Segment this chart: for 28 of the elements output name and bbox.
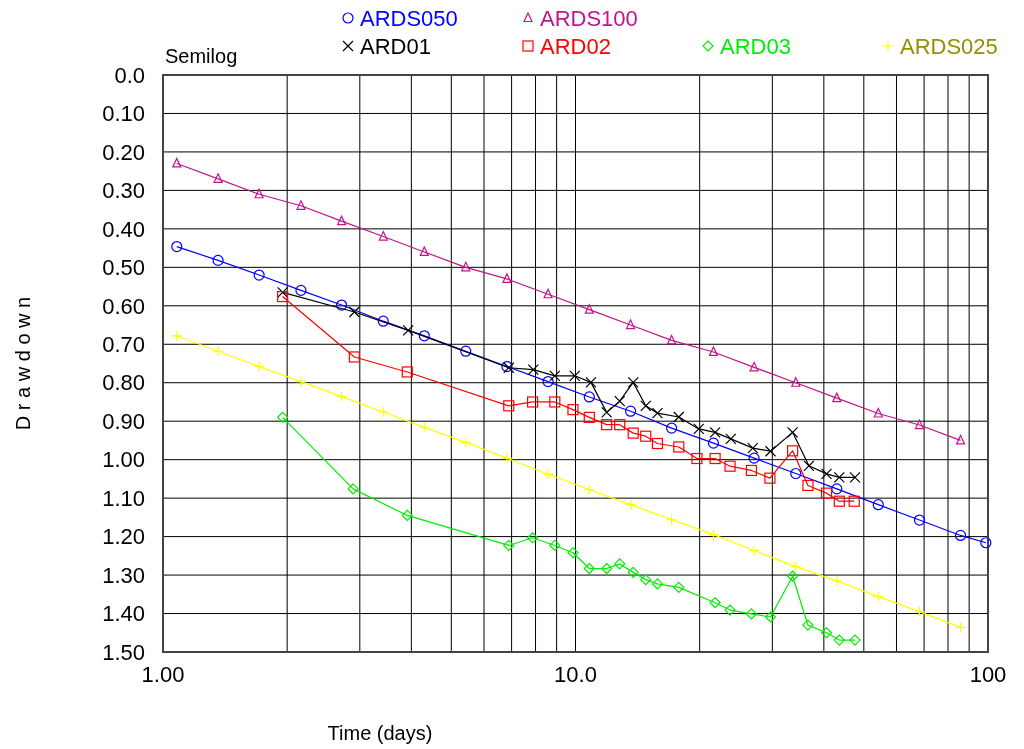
y-tick-label: 0.30 [102,178,145,204]
x-tick-label: 100 [969,662,1007,687]
y-tick-label: 1.30 [102,562,145,588]
legend-label: ARDS025 [900,34,998,59]
x-axis-title: Time (days) [327,722,433,744]
y-tick-label: 0.10 [102,101,145,127]
legend-label: ARDS050 [360,6,458,31]
y-tick-label: 0.0 [114,62,145,88]
y-tick-label: 1.40 [102,601,145,627]
y-tick-label: 0.80 [102,370,145,396]
y-tick-label: 0.40 [102,216,145,242]
y-tick-label: 1.00 [102,447,145,473]
y-tick-label: 0.90 [102,408,145,434]
x-tick-label: 10.0 [554,662,597,687]
y-tick-label: 1.10 [102,485,145,511]
y-tick-label: 0.20 [102,139,145,165]
y-tick-label: 0.70 [102,331,145,357]
legend-label: ARDS100 [540,6,638,31]
y-tick-label: 1.20 [102,524,145,550]
legend-label: ARD01 [360,34,431,59]
y-axis-title: D r a w d o w n [12,296,34,431]
legend-label: ARD03 [720,34,791,59]
y-tick-label: 1.50 [102,639,145,665]
text: Semilog [165,45,238,67]
x-tick-label: 1.00 [141,662,185,687]
y-tick-label: 0.50 [102,255,145,281]
legend-label: ARD02 [540,34,611,59]
y-tick-label: 0.60 [102,293,145,319]
